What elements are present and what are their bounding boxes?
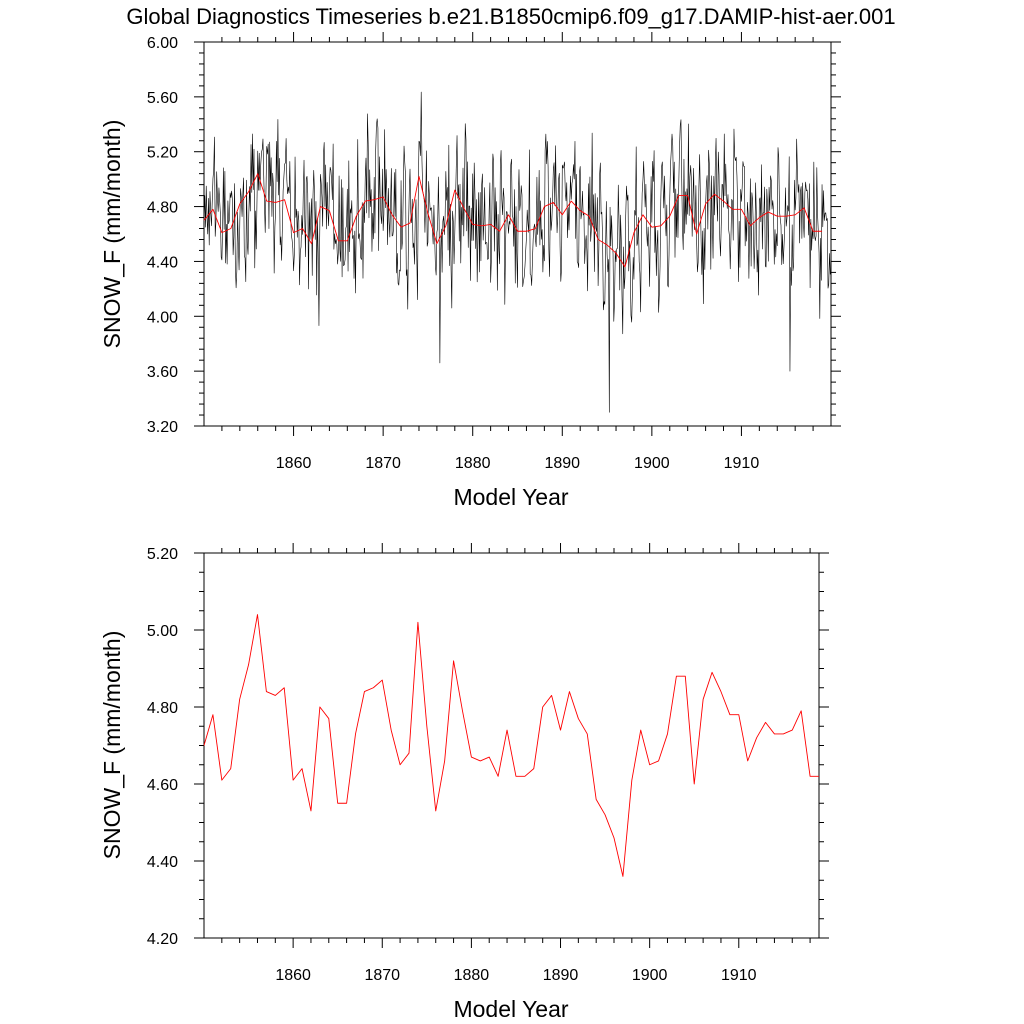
bottom-y-tick-label: 4.80	[147, 700, 178, 717]
top-ticks	[194, 32, 841, 436]
bottom-y-tick-label: 5.20	[147, 546, 178, 563]
top-x-tick-label: 1900	[634, 455, 670, 472]
top-y-tick-label: 6.00	[147, 35, 178, 52]
bottom-panel: 4.20 4.40 4.60 4.80 5.00 5.20 1860 1870 1880 189…	[99, 543, 829, 1022]
bottom-plot-frame	[203, 552, 820, 939]
top-x-tick-labels: 1860 1870 1880 1890 1900 1910	[276, 455, 760, 472]
bottom-y-tick-label: 4.20	[147, 931, 178, 948]
top-y-tick-label: 4.40	[147, 254, 178, 271]
top-panel: 3.20 3.60 4.00 4.40 4.80 5.20 5.60 6.00 1860 187…	[99, 32, 841, 510]
top-y-tick-label: 3.60	[147, 364, 178, 381]
top-annual-series-line	[203, 173, 823, 268]
bottom-y-tick-label: 4.60	[147, 777, 178, 794]
top-x-tick-label: 1860	[276, 455, 312, 472]
bottom-x-tick-label: 1860	[275, 967, 311, 984]
bottom-ticks	[194, 543, 829, 948]
top-y-axis-label: SNOW_F (mm/month)	[99, 120, 125, 349]
top-y-tick-label: 5.60	[147, 90, 178, 107]
top-series-layer	[203, 91, 831, 413]
top-x-tick-label: 1910	[724, 455, 760, 472]
bottom-x-axis-label: Model Year	[453, 996, 568, 1022]
bottom-y-tick-labels: 4.20 4.40 4.60 4.80 5.00 5.20	[147, 546, 178, 948]
top-x-tick-label: 1890	[544, 455, 580, 472]
figure-title: Global Diagnostics Timeseries b.e21.B185…	[126, 4, 895, 29]
bottom-y-axis-label: SNOW_F (mm/month)	[99, 631, 125, 860]
bottom-series-layer	[203, 614, 819, 877]
top-monthly-series-line	[203, 91, 831, 413]
top-y-tick-label: 3.20	[147, 419, 178, 436]
bottom-y-tick-label: 4.40	[147, 854, 178, 871]
bottom-x-tick-label: 1870	[364, 967, 400, 984]
top-y-tick-label: 4.80	[147, 200, 178, 217]
bottom-y-tick-label: 5.00	[147, 623, 178, 640]
top-x-tick-label: 1870	[365, 455, 401, 472]
bottom-x-tick-label: 1880	[454, 967, 490, 984]
bottom-x-tick-label: 1910	[721, 967, 757, 984]
bottom-x-tick-label: 1890	[543, 967, 579, 984]
top-y-tick-label: 5.20	[147, 145, 178, 162]
top-y-tick-label: 4.00	[147, 309, 178, 326]
bottom-x-tick-label: 1900	[632, 967, 668, 984]
top-plot-frame	[203, 41, 832, 427]
bottom-annual-series-line	[203, 614, 819, 877]
top-x-axis-label: Model Year	[453, 484, 568, 510]
top-y-tick-labels: 3.20 3.60 4.00 4.40 4.80 5.20 5.60 6.00	[147, 35, 178, 436]
top-x-tick-label: 1880	[455, 455, 491, 472]
bottom-x-tick-labels: 1860 1870 1880 1890 1900 1910	[275, 967, 756, 984]
